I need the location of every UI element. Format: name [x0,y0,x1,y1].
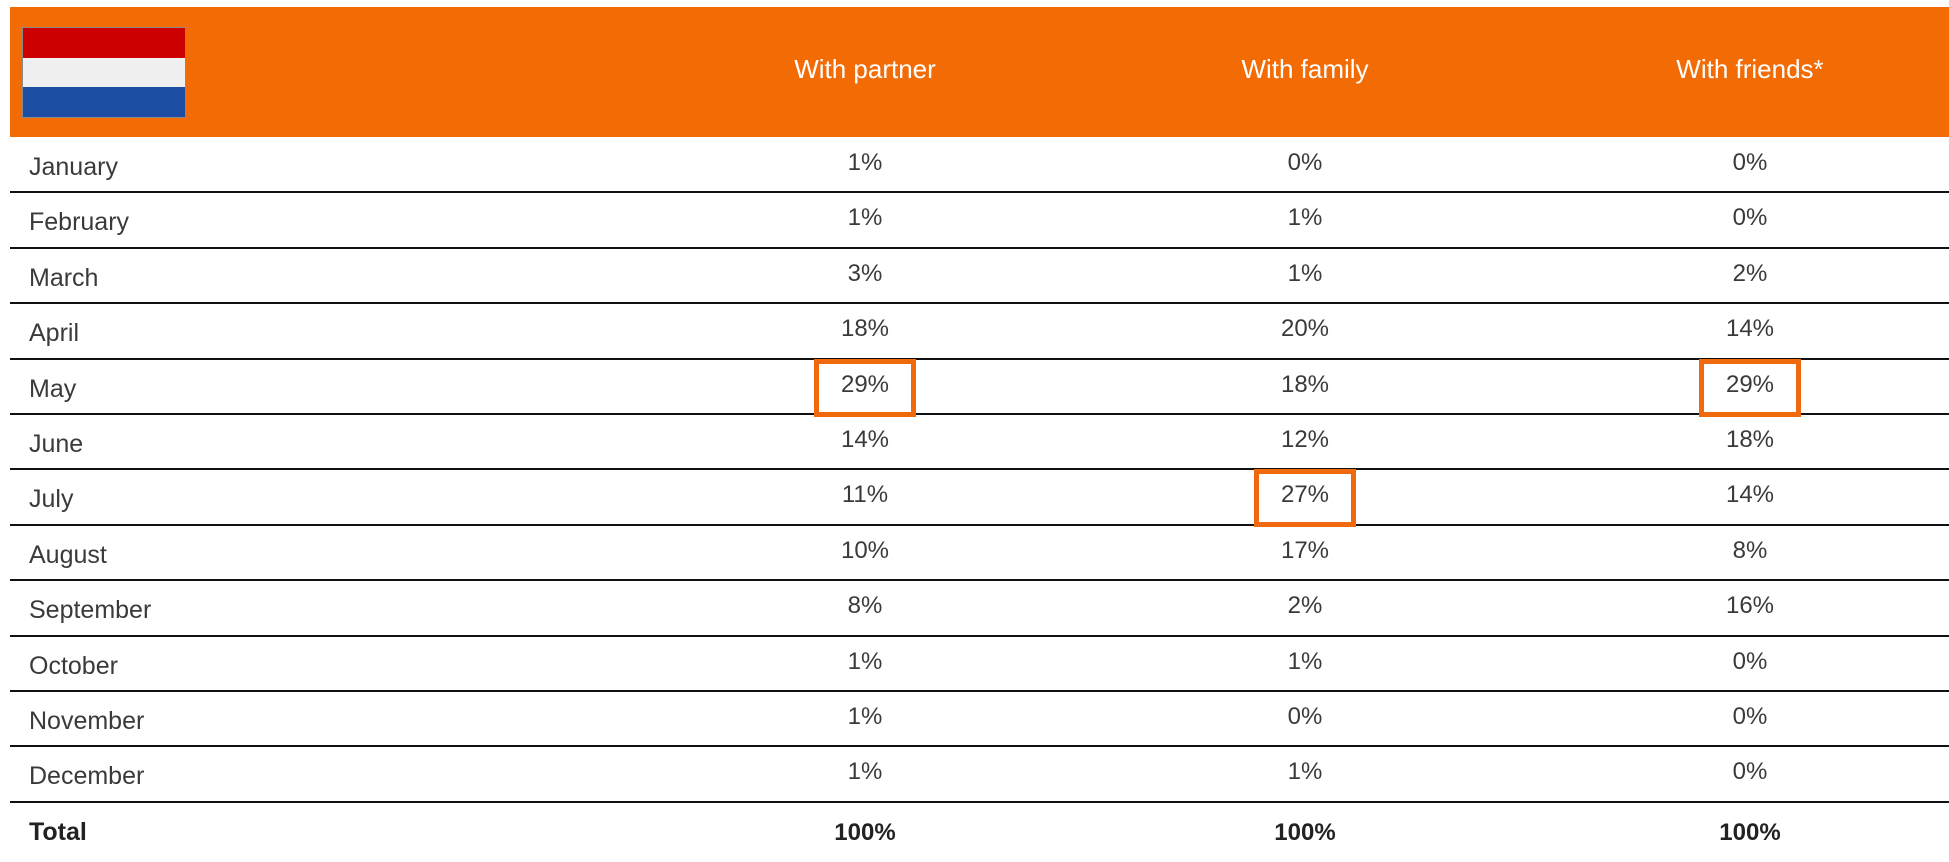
column-header: With partner [794,54,936,84]
cell-value: 100% [1719,818,1781,846]
cell-value: 0% [1287,703,1323,730]
row-label: December [29,762,145,791]
cell-value: 2% [1287,592,1323,620]
cell-value: 17% [1280,536,1330,564]
cell-value: 27% [1280,481,1330,509]
cell-value: 10% [840,536,890,564]
row-divider [10,246,1949,249]
cell-value: 18% [1280,370,1330,398]
cell-value: 1% [847,204,883,232]
highlight-box [1254,469,1356,528]
highlight-box [1699,358,1801,417]
row-label: November [29,707,145,735]
row-label: February [29,208,130,237]
cell-value: 2% [1732,259,1768,287]
cell-value: 0% [1287,149,1323,176]
row-divider [10,523,1949,526]
cell-value: 0% [1732,647,1768,675]
cell-value: 14% [1725,315,1775,343]
cell-value: 1% [847,149,883,176]
row-label: January [29,153,118,181]
cell-value: 1% [847,703,883,730]
cell-value: 1% [847,647,883,675]
cell-value: 1% [847,758,883,786]
row-label: Total [29,817,87,846]
row-divider [10,634,1949,637]
cell-value: 100% [834,818,896,846]
cell-value: 8% [847,592,883,620]
cell-value: 3% [847,259,883,287]
cell-value: 16% [1725,592,1775,620]
row-divider [10,413,1949,415]
cell-value: 18% [1725,426,1775,453]
row-label: April [29,319,80,348]
column-header: With friends* [1676,54,1824,84]
netherlands-flag [22,27,186,118]
cell-value: 100% [1274,818,1336,846]
row-divider [10,745,1949,748]
row-label: August [29,540,107,569]
row-label: May [29,374,77,403]
cell-value: 11% [841,481,889,509]
highlight-box [814,358,916,417]
cell-value: 29% [1725,370,1775,398]
row-label: March [29,263,99,292]
row-divider [10,468,1949,471]
row-label: September [29,596,152,625]
cell-value: 29% [840,370,890,398]
row-divider [10,579,1949,582]
cell-value: 1% [1287,204,1323,232]
row-divider [10,690,1949,692]
cell-value: 1% [1287,758,1323,786]
cell-value: 18% [840,315,890,343]
cell-value: 1% [1287,259,1323,287]
cell-value: 12% [1280,426,1330,453]
row-divider [10,357,1949,360]
column-header: With family [1241,54,1369,84]
cell-value: 14% [1725,481,1775,509]
cell-value: 20% [1280,315,1330,343]
cell-value: 1% [1287,647,1323,675]
cell-value: 8% [1732,536,1768,564]
row-label: June [29,430,84,458]
row-divider [10,302,1949,305]
row-label: October [29,651,118,680]
cell-value: 0% [1732,703,1768,730]
cell-value: 0% [1732,204,1768,232]
cell-value: 14% [840,426,890,453]
row-divider [10,800,1949,803]
cell-value: 0% [1732,758,1768,786]
table-header: With partner With family With friends* [10,7,1949,137]
row-divider [10,191,1949,194]
cell-value: 0% [1732,149,1768,176]
row-label: July [29,485,74,514]
